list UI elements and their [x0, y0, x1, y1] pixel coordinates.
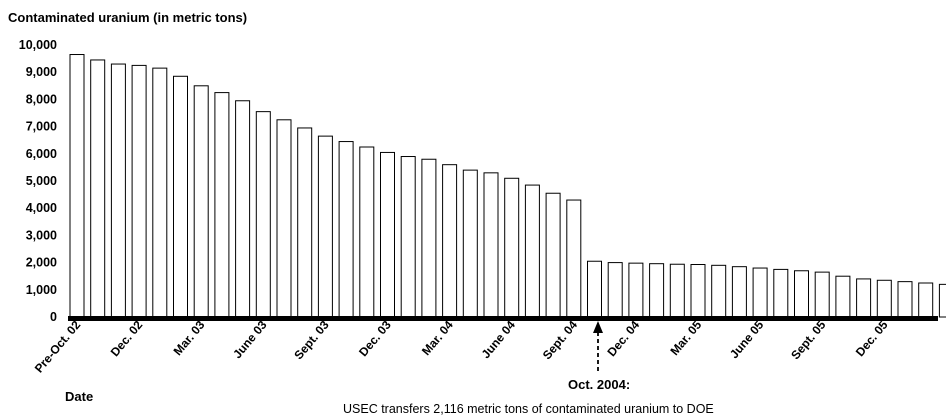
- bar: [297, 127, 313, 318]
- x-tick-label: June 05: [727, 318, 767, 361]
- bar: [711, 264, 727, 318]
- annotation-title: Oct. 2004:: [568, 377, 630, 392]
- annotation-arrow-head: [593, 321, 603, 333]
- y-tick-label: 10,000: [19, 38, 57, 52]
- bar: [835, 275, 851, 318]
- y-tick-label: 2,000: [26, 256, 57, 270]
- x-tick-label: Sept. 03: [291, 318, 332, 363]
- x-axis-ticks: Pre-Oct. 02 Dec. 02 Mar. 03 June 03 Sept. 03…: [32, 318, 891, 376]
- bar: [918, 282, 934, 318]
- bar: [483, 172, 499, 318]
- bar: [173, 75, 188, 318]
- x-tick-label: Mar. 05: [667, 318, 704, 358]
- bar: [814, 271, 830, 318]
- bar: [462, 169, 478, 318]
- bar: [193, 85, 209, 318]
- bar: [338, 141, 354, 318]
- bar: [214, 92, 230, 318]
- y-tick-label: 5,000: [26, 174, 57, 188]
- x-tick-label: June 03: [230, 318, 270, 361]
- x-axis-line: [68, 316, 938, 321]
- bar: [235, 100, 251, 318]
- bar: [856, 278, 872, 318]
- bar: [152, 67, 168, 318]
- bar: [587, 260, 602, 318]
- bar: [276, 119, 292, 318]
- bar: [442, 164, 458, 318]
- bar: [794, 270, 809, 318]
- bar: [628, 262, 644, 318]
- bar: [255, 111, 271, 318]
- bar: [421, 158, 437, 318]
- bar: [607, 262, 623, 318]
- x-axis-label: Date: [65, 389, 93, 404]
- x-tick-label: Pre-Oct. 02: [32, 318, 84, 376]
- x-axis-baseline: [68, 316, 938, 321]
- x-tick-label: June 04: [479, 318, 519, 361]
- y-tick-label: 7,000: [26, 120, 57, 134]
- x-tick-label: Dec. 04: [604, 318, 642, 359]
- bar: [110, 63, 126, 318]
- x-tick-label: Dec. 05: [853, 318, 891, 359]
- bar: [897, 281, 913, 318]
- x-tick-label: Dec. 02: [108, 318, 146, 359]
- bar: [731, 266, 747, 318]
- bar: [131, 64, 147, 318]
- bar: [876, 279, 892, 318]
- x-tick-label: Sept. 04: [540, 318, 581, 363]
- annotation: Oct. 2004: USEC transfers 2,116 metric t…: [343, 321, 714, 416]
- x-tick-label: Dec. 03: [356, 318, 394, 359]
- y-tick-label: 9,000: [26, 65, 57, 79]
- bar: [69, 54, 85, 318]
- y-tick-label: 6,000: [26, 147, 57, 161]
- annotation-text: USEC transfers 2,116 metric tons of cont…: [343, 402, 714, 416]
- bar: [649, 263, 665, 318]
- x-tick-label: Mar. 03: [171, 318, 208, 358]
- bar: [380, 151, 395, 318]
- y-tick-label: 8,000: [26, 92, 57, 106]
- y-axis-ticks: 0 1,000 2,000 3,000 4,000 5,000 6,000 7,000 8,00…: [19, 38, 57, 324]
- bar: [938, 283, 946, 318]
- bar: [524, 184, 540, 318]
- bar: [400, 156, 416, 318]
- y-tick-label: 1,000: [26, 283, 57, 297]
- bar: [317, 135, 333, 318]
- bar: [504, 177, 520, 318]
- bar: [545, 192, 561, 318]
- bar: [359, 146, 375, 318]
- chart-title: Contaminated uranium (in metric tons): [8, 10, 247, 25]
- y-tick-label: 4,000: [26, 201, 57, 215]
- bar: [752, 267, 768, 318]
- bar: [566, 199, 582, 318]
- y-tick-label: 3,000: [26, 228, 57, 242]
- y-tick-label: 0: [50, 310, 57, 324]
- bar: [773, 268, 789, 318]
- x-tick-label: Mar. 04: [419, 318, 456, 358]
- bar: [690, 264, 706, 318]
- bar: [90, 59, 106, 318]
- bars: [69, 54, 946, 318]
- x-tick-label: Sept. 05: [788, 318, 829, 363]
- bar: [669, 263, 685, 318]
